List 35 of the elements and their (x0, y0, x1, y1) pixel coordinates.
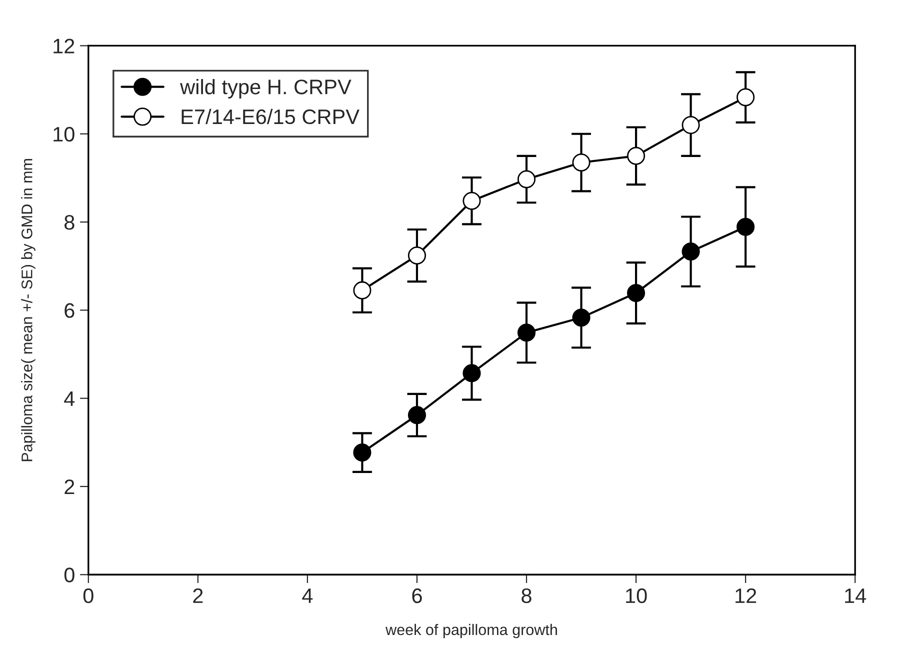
y-axis-title: Papilloma size( mean +/- SE) by GMD in mm (21, 158, 36, 462)
y-tick-label: 0 (64, 568, 74, 582)
x-tick-label: 6 (412, 588, 422, 604)
x-tick-label: 8 (522, 588, 532, 604)
point (572, 153, 590, 172)
point (736, 88, 755, 106)
y-tick-label: 6 (64, 303, 74, 318)
point (408, 246, 426, 265)
y-tick-label: 8 (64, 215, 74, 230)
y-tick-label: 10 (54, 126, 74, 142)
x-tick-label: 12 (736, 588, 756, 603)
y-tick-label: 12 (54, 38, 74, 54)
x-tick-label: 14 (845, 588, 866, 603)
point (627, 146, 646, 165)
x-axis-title: week of papilloma growth (386, 624, 557, 638)
legend-label: wild type H. CRPV (180, 79, 352, 98)
point (517, 170, 536, 188)
x-tick-label: 4 (302, 588, 313, 603)
point (682, 116, 700, 134)
point (462, 364, 481, 382)
x-tick-label: 10 (626, 588, 647, 604)
legend-label: E7/14-E6/15 CRPV (182, 108, 360, 124)
y-tick-label: 2 (64, 479, 74, 494)
x-tick-label: 2 (193, 588, 203, 603)
y-tick-label: 4 (64, 392, 75, 406)
point (572, 308, 590, 327)
point (353, 444, 372, 462)
point (736, 218, 755, 236)
point (353, 281, 372, 300)
point (682, 242, 700, 261)
point (517, 324, 536, 342)
point (408, 406, 426, 424)
point (462, 192, 481, 210)
point (627, 284, 646, 302)
x-tick-label: 0 (83, 588, 94, 604)
